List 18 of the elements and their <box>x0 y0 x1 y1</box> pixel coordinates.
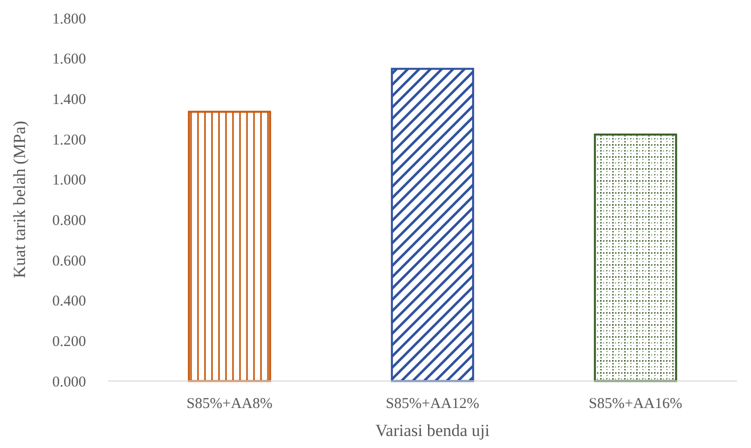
x-axis-title: Variasi benda uji <box>375 421 490 440</box>
y-tick-label: 0.800 <box>52 212 86 229</box>
y-tick-label: 1.600 <box>52 52 86 68</box>
y-tick-label: 0.400 <box>52 294 86 310</box>
x-tick-label: S85%+AA16% <box>588 396 682 412</box>
bar <box>594 134 678 382</box>
y-tick-label: 1.200 <box>52 132 86 148</box>
y-tick-label: 0.200 <box>52 334 86 350</box>
y-tick-label: 1.400 <box>52 92 86 108</box>
bar <box>188 110 272 382</box>
y-axis-title: Kuat tarik belah (MPa) <box>10 120 29 278</box>
x-tick-label: S85%+AA8% <box>186 396 272 412</box>
y-tick-label: 1.000 <box>52 172 86 189</box>
bar <box>390 68 474 382</box>
x-tick-label: S85%+AA12% <box>386 396 480 412</box>
y-tick-label: 0.600 <box>52 253 86 270</box>
y-tick-label: 1.800 <box>52 11 86 28</box>
y-tick-label: 0.000 <box>52 374 86 390</box>
